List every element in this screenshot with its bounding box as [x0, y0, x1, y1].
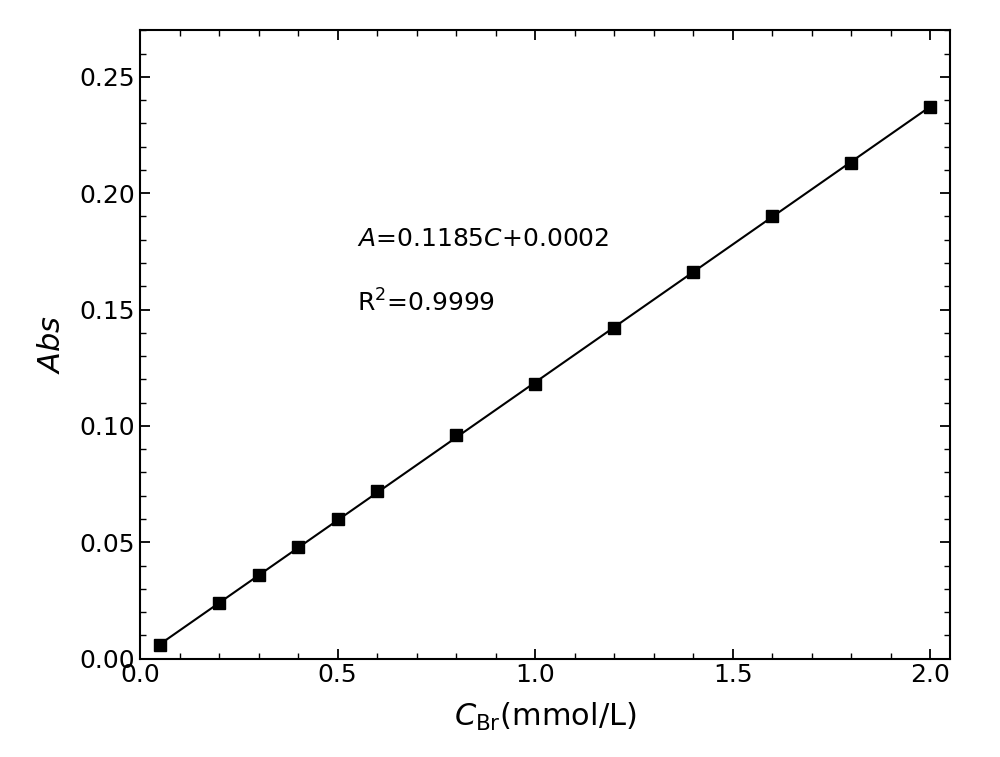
- Y-axis label: $\mathit{Abs}$: $\mathit{Abs}$: [36, 315, 66, 374]
- Text: $\mathit{A}$=0.1185$\mathit{C}$+0.0002: $\mathit{A}$=0.1185$\mathit{C}$+0.0002: [357, 227, 610, 251]
- Text: R$^{2}$=0.9999: R$^{2}$=0.9999: [357, 289, 495, 316]
- X-axis label: $\mathit{C}_{\rm Br}$(mmol/L): $\mathit{C}_{\rm Br}$(mmol/L): [454, 701, 636, 734]
